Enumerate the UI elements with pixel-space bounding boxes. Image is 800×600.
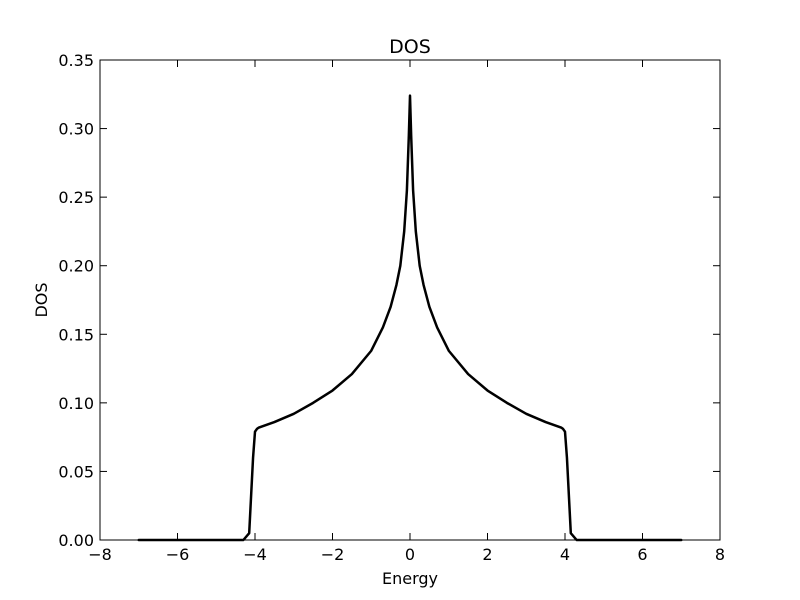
x-tick-label: −2 [321,545,345,564]
y-axis-label: DOS [32,282,51,317]
plot-frame [99,59,721,541]
y-tick-label: 0.35 [58,51,94,70]
x-tick-label: 0 [405,545,415,564]
x-axis-label: Energy [382,569,438,588]
x-tick-label: −4 [243,545,267,564]
x-tick-label: 4 [560,545,570,564]
ticks-layer: −8 −6 −4 −2 0 2 4 6 8 0.00 0.05 0.10 0.15 0.20 0.25 0.3… [58,51,725,564]
x-tick-label: 2 [482,545,492,564]
dos-series-line [137,94,683,542]
y-tick-label: 0.00 [58,531,94,550]
y-tick-label: 0.10 [58,394,94,413]
y-tick-label: 0.25 [58,188,94,207]
x-tick-label: −8 [88,545,112,564]
chart-title: DOS [389,36,431,58]
y-tick-label: 0.20 [58,257,94,276]
y-tick-label: 0.15 [58,325,94,344]
x-tick-label: 6 [637,545,647,564]
y-tick-label: 0.30 [58,120,94,139]
series-layer [137,94,683,542]
x-tick-label: −6 [166,545,190,564]
y-tick-label: 0.05 [58,462,94,481]
x-tick-label: 8 [715,545,725,564]
